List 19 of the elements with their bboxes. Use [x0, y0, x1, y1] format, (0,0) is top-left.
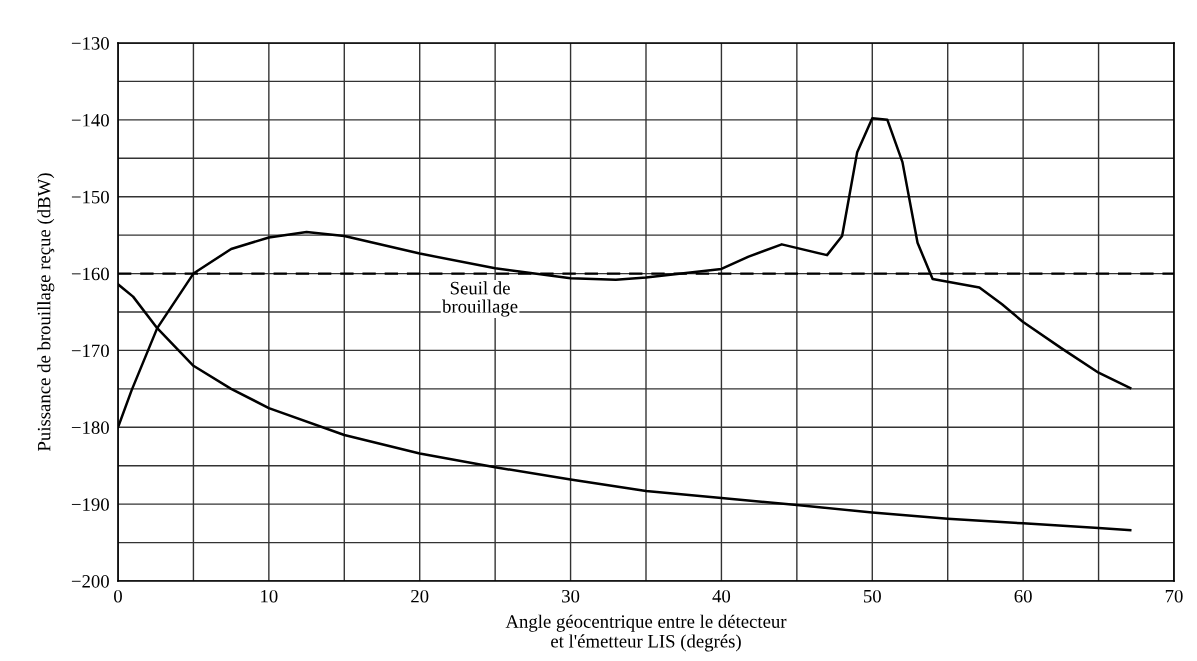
x-tick-label: 50 [864, 589, 881, 603]
y-tick-label: −180 [71, 421, 109, 434]
y-tick-label: −190 [71, 498, 109, 511]
y-tick-label: −150 [71, 190, 109, 204]
x-tick-label: 60 [1014, 589, 1032, 603]
y-tick-label: −200 [71, 575, 109, 588]
x-tick-label: 70 [1165, 589, 1183, 603]
x-axis-title: Angle géocentrique entre le détecteur et l'émetteur LIS (degrés) [505, 614, 787, 652]
y-tick-label: −160 [71, 267, 109, 281]
y-tick-label: −130 [71, 37, 109, 50]
x-tick-label: 40 [712, 589, 731, 603]
y-axis-title: Puissance de brouillage reçue (dBW) [37, 173, 55, 451]
ref-line-label: Seuil de brouillage [442, 281, 518, 317]
x-tick-label: 0 [114, 589, 122, 603]
y-tick-label: −140 [71, 113, 109, 127]
x-tick-label: 30 [562, 589, 580, 603]
x-tick-label: 20 [411, 589, 429, 603]
x-tick-label: 10 [261, 589, 278, 603]
y-tick-label: −170 [71, 344, 109, 358]
